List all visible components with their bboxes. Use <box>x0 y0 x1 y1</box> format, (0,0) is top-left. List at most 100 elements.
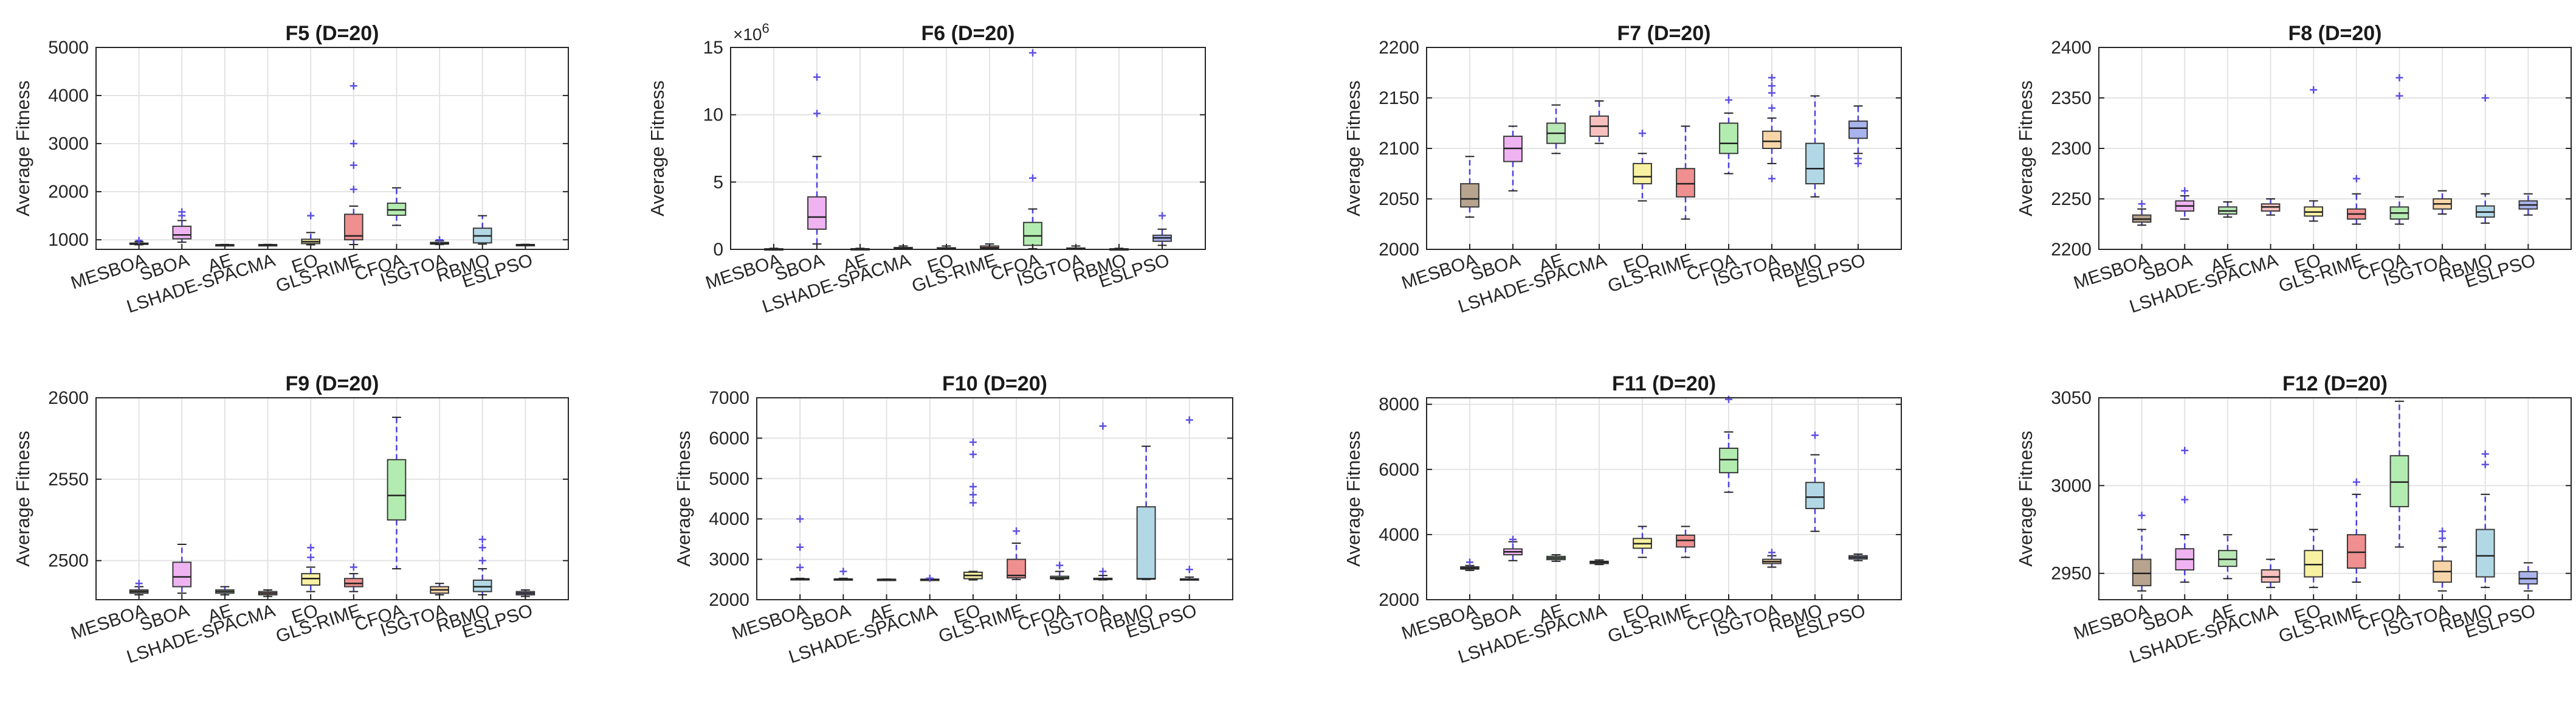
outlier-marker <box>1768 549 1775 557</box>
chart-title: F8 (D=20) <box>2288 22 2382 45</box>
outlier-marker <box>178 208 186 216</box>
box-iqr <box>1136 506 1156 580</box>
outlier-marker <box>2481 460 2489 468</box>
box-eslpso <box>2518 562 2538 592</box>
x-tick-label: GLS-RIME <box>936 600 1026 647</box>
box-cfoa <box>387 417 407 570</box>
x-tick-label: MESBOA <box>69 250 149 293</box>
outlier-marker <box>1768 175 1775 182</box>
outlier-marker <box>2310 86 2318 94</box>
box-iqr <box>172 561 192 588</box>
y-tick-label: 4000 <box>1379 525 1419 545</box>
outlier-marker <box>1725 96 1732 104</box>
y-tick-label: 2600 <box>48 388 89 408</box>
box-eo <box>2304 86 2324 222</box>
box-isgtoa <box>2433 190 2452 215</box>
box-iqr <box>2304 550 2324 578</box>
chart-title: F6 (D=20) <box>921 22 1015 45</box>
x-tick-label: LSHADE-SPACMA <box>787 600 940 667</box>
box-ae <box>2218 534 2237 580</box>
plot-area <box>2099 398 2571 600</box>
y-tick-label: 2300 <box>2051 139 2092 159</box>
outlier-marker <box>969 439 977 446</box>
outlier-marker <box>2395 92 2403 100</box>
y-axis: 2000 4000 6000 8000 <box>1379 395 1901 610</box>
y-tick-label: 2550 <box>48 470 89 490</box>
outlier-marker <box>1768 74 1775 82</box>
y-tick-label: 2000 <box>1379 240 1419 260</box>
chart-title: F7 (D=20) <box>1617 22 1711 45</box>
box-iqr <box>807 196 827 230</box>
box-cfoa <box>1719 96 1738 175</box>
y-axis: 2000 3000 4000 5000 6000 7000 <box>709 388 1233 610</box>
outlier-marker <box>2481 94 2489 102</box>
box-rbmo <box>1805 95 1825 198</box>
outlier-marker <box>1466 558 1473 566</box>
box-mesboa <box>1460 156 1479 218</box>
outlier-marker <box>1725 395 1732 403</box>
y-tick-label: 2350 <box>2051 88 2092 108</box>
outlier-marker <box>1013 527 1021 535</box>
box-rbmo <box>2475 94 2495 224</box>
box-gls-rime <box>1676 125 1695 220</box>
outlier-marker <box>1099 422 1107 430</box>
x-tick-label: LSHADE-SPACMA <box>1456 250 1609 317</box>
y-tick-label: 8000 <box>1379 395 1419 415</box>
y-axis: 1000 2000 3000 4000 5000 <box>48 38 568 250</box>
outlier-marker <box>135 237 143 245</box>
y-tick-label: 15 <box>703 38 723 58</box>
box-iqr <box>1805 482 1825 510</box>
box-sboa <box>2175 187 2195 220</box>
box-iqr <box>1719 448 1738 474</box>
box-iqr <box>2518 571 2538 585</box>
box-iqr <box>2389 455 2409 507</box>
outlier-marker <box>2138 512 2146 519</box>
y-tick-label: 5000 <box>48 38 89 58</box>
gridlines <box>731 47 1205 250</box>
box-lshade-spacma <box>2261 198 2281 216</box>
outlier-marker <box>969 483 977 491</box>
box-iqr <box>387 459 407 521</box>
box-iqr <box>1848 120 1868 139</box>
outlier-marker <box>2181 187 2189 195</box>
y-axis-label: Average Fitness <box>2015 431 2036 566</box>
box-gls-rime <box>2346 175 2366 225</box>
plot-area <box>731 47 1205 249</box>
x-tick-label: LSHADE-SPACMA <box>1456 600 1609 667</box>
box-iqr <box>2261 569 2281 583</box>
y-tick-label: 2050 <box>1379 189 1419 209</box>
box-rbmo <box>2475 450 2495 588</box>
box-iqr <box>2132 558 2152 586</box>
x-tick-label: GLS-RIME <box>1605 250 1695 296</box>
outlier-marker <box>350 82 357 90</box>
box-sboa <box>1503 535 1523 561</box>
outlier-marker <box>1029 174 1036 182</box>
box-iqr <box>172 226 192 240</box>
outlier-marker <box>2395 74 2403 82</box>
plot-area <box>1427 398 1901 600</box>
box-cfoa <box>1719 395 1738 493</box>
outlier-marker <box>350 186 357 193</box>
outlier-marker <box>969 499 977 507</box>
outlier-marker <box>2181 496 2189 504</box>
box-lshade-spacma <box>1589 100 1609 144</box>
outlier-marker <box>796 515 804 523</box>
x-tick-label: GLS-RIME <box>1605 600 1695 647</box>
box-iqr <box>1460 183 1479 208</box>
plot-frame <box>730 47 1206 250</box>
y-tick-label: 4000 <box>48 86 89 106</box>
outlier-marker <box>969 491 977 499</box>
box-sboa <box>1503 125 1523 192</box>
box-rbmo <box>472 215 492 245</box>
y-axis-label: Average Fitness <box>12 80 33 216</box>
plot-frame <box>95 397 569 600</box>
box-eslpso <box>1848 105 1868 167</box>
box-rbmo <box>472 535 492 595</box>
y-tick-label: 7000 <box>709 388 749 408</box>
box-gls-rime <box>343 82 363 246</box>
